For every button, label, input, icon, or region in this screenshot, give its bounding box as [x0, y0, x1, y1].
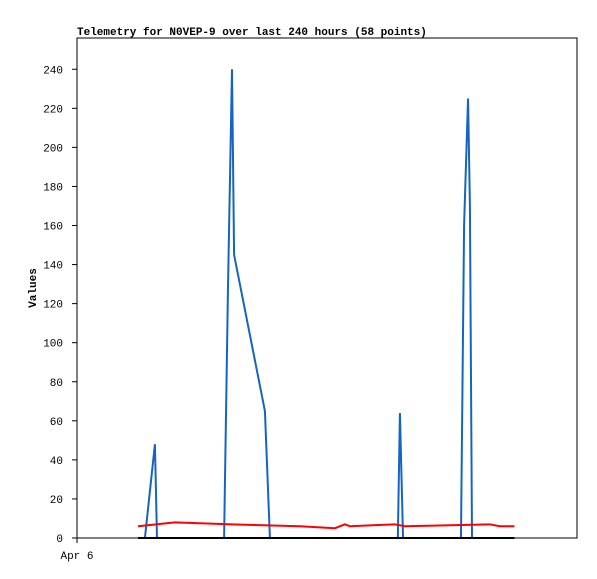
y-tick-label: 0 — [56, 534, 63, 546]
x-tick-label: Apr 6 — [60, 551, 93, 563]
y-tick-label: 40 — [50, 456, 63, 468]
series-line — [137, 521, 515, 530]
y-tick-label: 60 — [50, 417, 63, 429]
y-tick-label: 180 — [43, 182, 63, 194]
chart-title: Telemetry for N0VEP-9 over last 240 hour… — [77, 27, 427, 39]
y-tick-label: 140 — [43, 261, 63, 273]
y-tick-label: 240 — [43, 65, 63, 77]
y-tick-label: 200 — [43, 143, 63, 155]
y-tick-label: 160 — [43, 222, 63, 234]
y-tick-label: 100 — [43, 339, 63, 351]
y-tick-label: 20 — [50, 495, 63, 507]
y-axis-label: Values — [28, 268, 40, 308]
y-tick-label: 80 — [50, 378, 63, 390]
y-tick-label: 120 — [43, 300, 63, 312]
y-tick-label: 220 — [43, 104, 63, 116]
